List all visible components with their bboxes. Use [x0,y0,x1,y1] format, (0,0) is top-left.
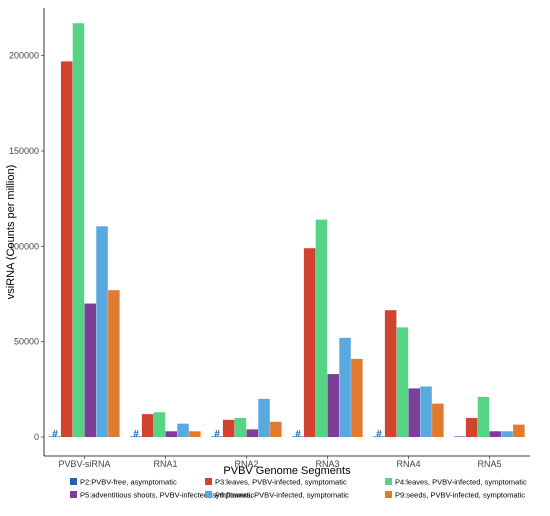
annotation-label: # [133,429,139,440]
bar [292,436,304,437]
bar [327,374,339,437]
bar [454,436,466,437]
y-axis-title: vsiRNA (Counts per million) [5,165,17,299]
bar [270,421,282,437]
annotation-label: # [376,429,382,440]
bar [153,412,166,437]
bar [108,290,120,437]
legend-swatch [205,491,212,498]
annotation-label: # [52,429,58,440]
y-tick-label: 200000 [9,51,39,61]
y-tick-label: 0 [34,432,39,442]
x-tick-label: PVBV-siRNA [58,459,110,469]
bar [60,61,73,437]
x-tick-label: RNA1 [153,459,177,469]
x-ticks: PVBV-siRNA RNA1 RNA2 RNA3 RNA4 RNA5 [58,456,502,469]
y-tick-label: 50000 [14,337,39,347]
bar [141,414,154,437]
legend-label: P8:flowers, PVBV-infected, symptomatic [215,491,349,500]
bar [130,436,142,437]
bar [211,436,223,437]
bar [303,248,316,437]
x-tick-label: RNA5 [477,459,501,469]
bar [396,327,409,437]
bar [384,310,397,437]
bar [49,436,61,437]
bar [258,398,270,437]
bar [373,436,385,437]
y-tick-label: 100000 [9,241,39,251]
x-axis-title: PVBV Genome Segments [223,465,351,477]
legend-label: P9:seeds, PVBV-infected, symptomatic [395,491,525,500]
legend-label: P2:PVBV-free, asymptomatic [80,478,177,487]
legend-swatch [385,478,392,485]
legend-swatch [70,491,77,498]
bar [408,388,420,437]
bar [189,431,201,437]
axes-layer [43,8,530,457]
bars-layer [49,23,525,437]
bar [501,431,513,437]
bar [84,303,96,437]
bar [465,417,478,437]
bar [420,386,432,437]
bar [222,419,235,437]
annotation-label: # [214,429,220,440]
x-tick-label: RNA2 [234,459,258,469]
bar [96,226,108,437]
legend-label: P3:leaves, PVBV-infected, symptomatic [215,478,347,487]
legend-swatch [70,478,77,485]
bar [351,358,363,437]
y-ticks: 0 50000 100000 150000 200000 [9,51,44,442]
y-tick-label: 150000 [9,146,39,156]
legend-swatch [205,478,212,485]
x-tick-label: RNA3 [315,459,339,469]
bar [315,219,328,437]
legend: P2:PVBV-free, asymptomatic P3:leaves, PVB… [70,478,527,500]
bar [477,396,490,437]
legend-label: P5:adventitious shoots, PVBV-infected, s… [80,491,255,500]
annotation-layer: # # # # # [52,429,382,440]
annotation-label: # [295,429,301,440]
legend-label: P4:leaves, PVBV-infected, symptomatic [395,478,527,487]
bar [72,23,85,437]
bar [339,337,351,437]
bar [177,423,189,437]
x-tick-label: RNA4 [396,459,420,469]
bar [165,431,177,437]
bar [246,429,258,437]
bar [513,424,525,437]
legend-swatch [385,491,392,498]
bar [432,403,444,437]
bar [234,417,247,437]
bar [489,431,501,437]
